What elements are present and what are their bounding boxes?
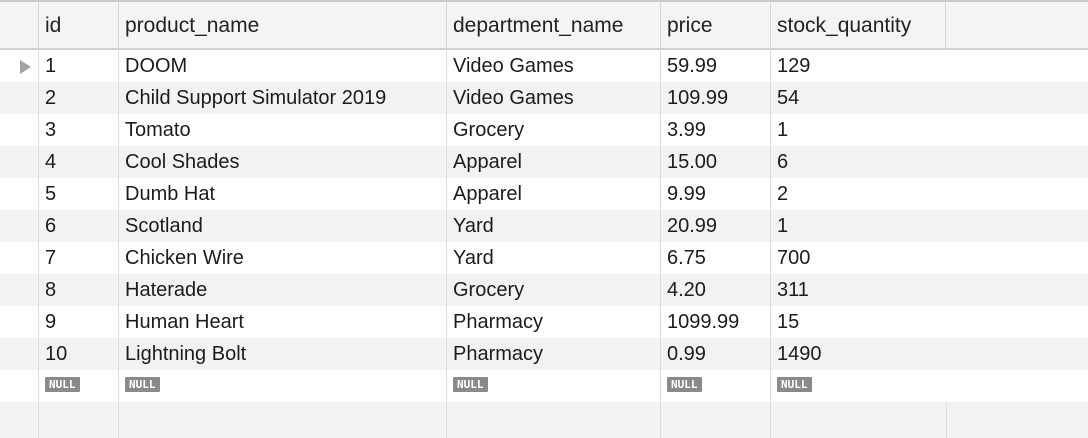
table-row[interactable]: 8 Haterade Grocery 4.20 311 bbox=[0, 274, 1088, 306]
cell-price[interactable]: 109.99 bbox=[660, 82, 770, 114]
cell-product-name[interactable]: Dumb Hat bbox=[118, 178, 446, 210]
cell-department-name[interactable]: Apparel bbox=[446, 146, 660, 178]
cell-stock-quantity[interactable]: 311 bbox=[770, 274, 946, 306]
cell-stock-quantity[interactable]: 2 bbox=[770, 178, 946, 210]
null-badge: NULL bbox=[125, 377, 160, 392]
column-header-product-name[interactable]: product_name bbox=[118, 2, 446, 50]
row-gutter[interactable] bbox=[0, 210, 38, 242]
cell-product-name[interactable]: Chicken Wire bbox=[118, 242, 446, 274]
row-gutter[interactable] bbox=[0, 82, 38, 114]
cell-id[interactable]: 3 bbox=[38, 114, 118, 146]
column-divider bbox=[446, 402, 447, 438]
row-gutter[interactable] bbox=[0, 242, 38, 274]
cell-price[interactable]: 6.75 bbox=[660, 242, 770, 274]
grid-header-row: id product_name department_name price st… bbox=[0, 0, 1088, 50]
null-badge: NULL bbox=[453, 377, 488, 392]
row-gutter[interactable] bbox=[0, 338, 38, 370]
table-row[interactable]: 5 Dumb Hat Apparel 9.99 2 bbox=[0, 178, 1088, 210]
cell-id[interactable]: 8 bbox=[38, 274, 118, 306]
table-row[interactable]: 1 DOOM Video Games 59.99 129 bbox=[0, 50, 1088, 82]
null-badge: NULL bbox=[45, 377, 80, 392]
new-row[interactable]: NULL NULL NULL NULL NULL bbox=[0, 370, 1088, 402]
table-row[interactable]: 10 Lightning Bolt Pharmacy 0.99 1490 bbox=[0, 338, 1088, 370]
cell-product-name[interactable]: Human Heart bbox=[118, 306, 446, 338]
cell-department-name[interactable]: Video Games bbox=[446, 50, 660, 82]
cell-price[interactable]: 0.99 bbox=[660, 338, 770, 370]
column-header-department-name[interactable]: department_name bbox=[446, 2, 660, 50]
current-row-marker-icon bbox=[20, 60, 31, 74]
cell-id[interactable]: 5 bbox=[38, 178, 118, 210]
row-gutter[interactable] bbox=[0, 50, 38, 82]
cell-price[interactable]: 1099.99 bbox=[660, 306, 770, 338]
cell-id-null[interactable]: NULL bbox=[38, 370, 118, 402]
cell-id[interactable]: 7 bbox=[38, 242, 118, 274]
table-row[interactable]: 6 Scotland Yard 20.99 1 bbox=[0, 210, 1088, 242]
cell-product-name[interactable]: Lightning Bolt bbox=[118, 338, 446, 370]
column-header-stock-quantity[interactable]: stock_quantity bbox=[770, 2, 946, 50]
cell-stock-quantity[interactable]: 1490 bbox=[770, 338, 946, 370]
cell-price[interactable]: 59.99 bbox=[660, 50, 770, 82]
cell-department-name[interactable]: Grocery bbox=[446, 114, 660, 146]
cell-product-name-null[interactable]: NULL bbox=[118, 370, 446, 402]
cell-department-name[interactable]: Yard bbox=[446, 210, 660, 242]
table-row[interactable]: 3 Tomato Grocery 3.99 1 bbox=[0, 114, 1088, 146]
cell-id[interactable]: 2 bbox=[38, 82, 118, 114]
row-gutter[interactable] bbox=[0, 370, 38, 402]
column-divider bbox=[118, 402, 119, 438]
table-row[interactable]: 9 Human Heart Pharmacy 1099.99 15 bbox=[0, 306, 1088, 338]
cell-department-name[interactable]: Yard bbox=[446, 242, 660, 274]
row-gutter[interactable] bbox=[0, 274, 38, 306]
column-divider bbox=[660, 402, 661, 438]
column-header-id[interactable]: id bbox=[38, 2, 118, 50]
cell-department-name[interactable]: Grocery bbox=[446, 274, 660, 306]
cell-product-name[interactable]: DOOM bbox=[118, 50, 446, 82]
cell-id[interactable]: 4 bbox=[38, 146, 118, 178]
grid-empty-area bbox=[0, 402, 1088, 438]
cell-id[interactable]: 9 bbox=[38, 306, 118, 338]
row-gutter[interactable] bbox=[0, 114, 38, 146]
cell-stock-quantity[interactable]: 6 bbox=[770, 146, 946, 178]
cell-department-name[interactable]: Video Games bbox=[446, 82, 660, 114]
table-row[interactable]: 2 Child Support Simulator 2019 Video Games… bbox=[0, 82, 1088, 114]
table-row[interactable]: 4 Cool Shades Apparel 15.00 6 bbox=[0, 146, 1088, 178]
cell-price[interactable]: 20.99 bbox=[660, 210, 770, 242]
cell-stock-quantity[interactable]: 54 bbox=[770, 82, 946, 114]
cell-id[interactable]: 1 bbox=[38, 50, 118, 82]
null-badge: NULL bbox=[667, 377, 702, 392]
column-divider bbox=[38, 402, 39, 438]
row-gutter[interactable] bbox=[0, 178, 38, 210]
cell-price-null[interactable]: NULL bbox=[660, 370, 770, 402]
column-divider bbox=[946, 402, 947, 438]
cell-price[interactable]: 4.20 bbox=[660, 274, 770, 306]
row-gutter[interactable] bbox=[0, 146, 38, 178]
cell-product-name[interactable]: Tomato bbox=[118, 114, 446, 146]
cell-product-name[interactable]: Cool Shades bbox=[118, 146, 446, 178]
cell-department-name[interactable]: Pharmacy bbox=[446, 306, 660, 338]
cell-stock-quantity[interactable]: 1 bbox=[770, 210, 946, 242]
cell-department-name[interactable]: Apparel bbox=[446, 178, 660, 210]
cell-id[interactable]: 6 bbox=[38, 210, 118, 242]
column-header-price[interactable]: price bbox=[660, 2, 770, 50]
cell-price[interactable]: 3.99 bbox=[660, 114, 770, 146]
column-divider bbox=[770, 402, 771, 438]
cell-product-name[interactable]: Haterade bbox=[118, 274, 446, 306]
cell-price[interactable]: 9.99 bbox=[660, 178, 770, 210]
cell-stock-quantity[interactable]: 1 bbox=[770, 114, 946, 146]
null-badge: NULL bbox=[777, 377, 812, 392]
cell-stock-quantity[interactable]: 15 bbox=[770, 306, 946, 338]
cell-price[interactable]: 15.00 bbox=[660, 146, 770, 178]
cell-id[interactable]: 10 bbox=[38, 338, 118, 370]
cell-stock-quantity[interactable]: 129 bbox=[770, 50, 946, 82]
table-row[interactable]: 7 Chicken Wire Yard 6.75 700 bbox=[0, 242, 1088, 274]
cell-stock-quantity-null[interactable]: NULL bbox=[770, 370, 946, 402]
row-gutter[interactable] bbox=[0, 306, 38, 338]
cell-stock-quantity[interactable]: 700 bbox=[770, 242, 946, 274]
cell-product-name[interactable]: Scotland bbox=[118, 210, 446, 242]
cell-department-name[interactable]: Pharmacy bbox=[446, 338, 660, 370]
cell-product-name[interactable]: Child Support Simulator 2019 bbox=[118, 82, 446, 114]
cell-department-name-null[interactable]: NULL bbox=[446, 370, 660, 402]
